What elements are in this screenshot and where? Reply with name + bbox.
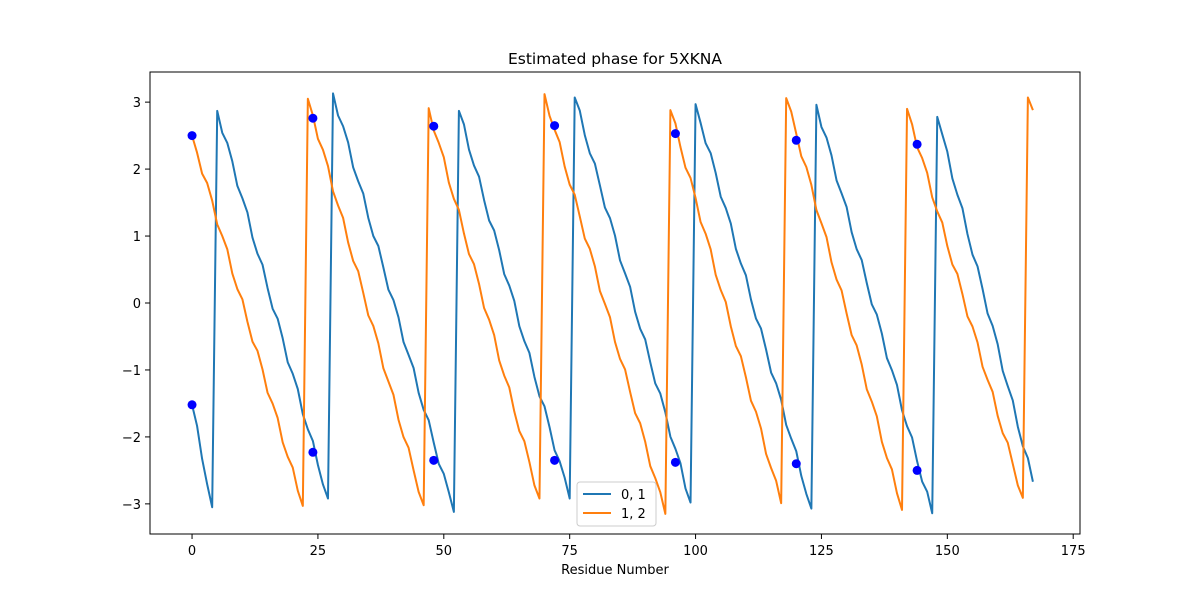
series-line-1 — [191, 92, 1034, 515]
x-tick-label: 175 — [1061, 544, 1086, 559]
data-point-marker — [187, 131, 197, 141]
x-tick-label: 0 — [188, 544, 196, 559]
marker-layer — [187, 113, 922, 475]
x-tick-label: 50 — [436, 544, 453, 559]
y-tick-label: −3 — [122, 498, 141, 513]
plot-area — [149, 71, 1081, 535]
data-point-marker — [429, 121, 439, 131]
series-layer — [191, 92, 1034, 515]
x-tick-label: 100 — [683, 544, 708, 559]
y-tick-label: −1 — [122, 364, 141, 379]
data-point-marker — [187, 400, 197, 410]
x-tick-label: 75 — [561, 544, 578, 559]
legend-label-series-1: 0, 1 — [621, 488, 646, 503]
data-point-marker — [912, 465, 922, 475]
x-axis-label: Residue Number — [561, 563, 669, 578]
x-tick-label: 125 — [809, 544, 834, 559]
chart-title: Estimated phase for 5XKNA — [508, 50, 722, 68]
data-point-marker — [791, 135, 801, 145]
data-point-marker — [670, 129, 680, 139]
data-point-marker — [308, 447, 318, 457]
data-point-marker — [670, 457, 680, 467]
data-point-marker — [550, 455, 560, 465]
legend-label-series-2: 1, 2 — [621, 507, 646, 522]
y-tick-label: 3 — [133, 96, 141, 111]
legend[interactable]: 0, 1 1, 2 — [576, 481, 657, 527]
y-tick-label: 2 — [133, 163, 141, 178]
data-point-marker — [429, 455, 439, 465]
data-point-marker — [550, 121, 560, 131]
x-tick-label: 25 — [310, 544, 327, 559]
x-axis: 0 25 50 75 100 125 150 175 — [188, 534, 1086, 559]
y-tick-label: −2 — [122, 431, 141, 446]
x-tick-label: 150 — [935, 544, 960, 559]
y-axis: 3 2 1 0 −1 −2 −3 — [122, 96, 150, 513]
data-point-marker — [791, 459, 801, 469]
y-tick-label: 0 — [133, 297, 141, 312]
data-point-marker — [308, 113, 318, 123]
y-tick-label: 1 — [133, 230, 141, 245]
series-line-2 — [191, 93, 1034, 515]
data-point-marker — [912, 139, 922, 149]
